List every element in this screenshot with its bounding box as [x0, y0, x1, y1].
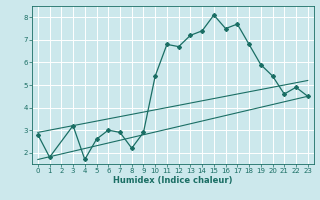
X-axis label: Humidex (Indice chaleur): Humidex (Indice chaleur): [113, 176, 233, 185]
